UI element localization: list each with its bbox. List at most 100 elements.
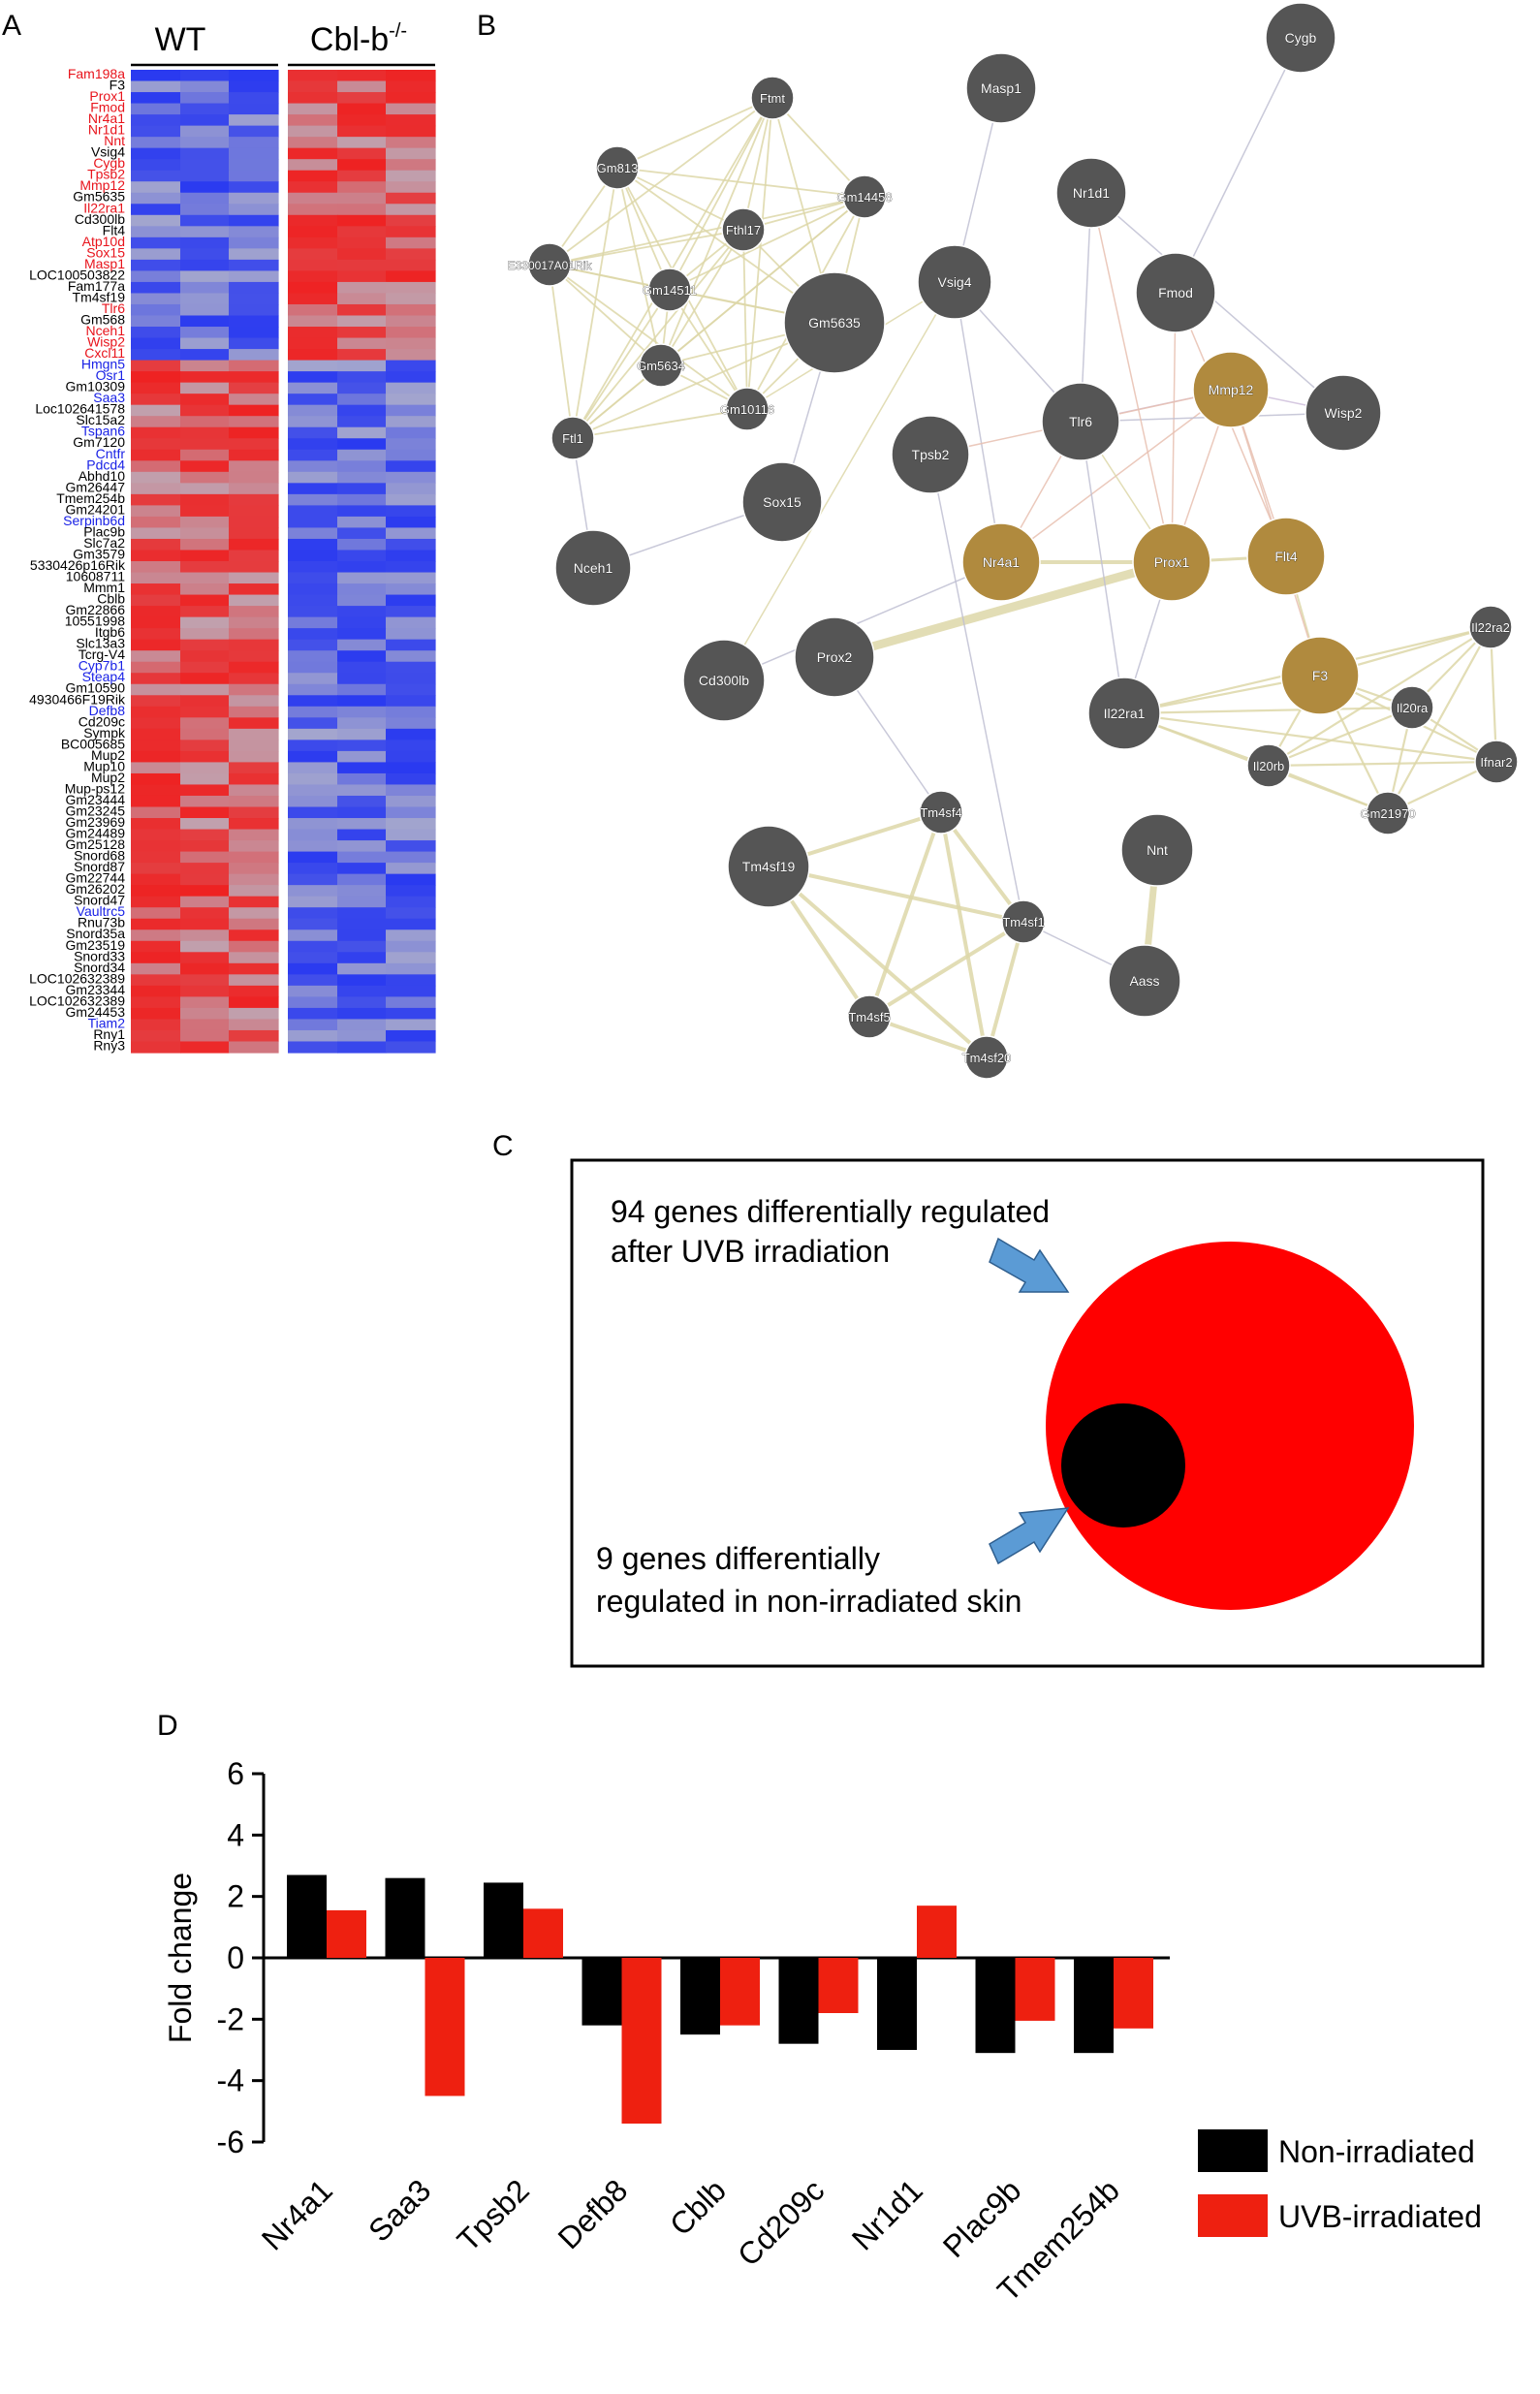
heatmap-cell: [386, 438, 436, 451]
heatmap-cell: [337, 349, 387, 362]
heatmap-cell: [180, 471, 230, 484]
heatmap-cell: [288, 639, 338, 651]
edge-gm813-fthl17: [616, 167, 744, 231]
gene-label-5330426p16rik: 5330426p16Rik: [30, 557, 126, 573]
heatmap-cell: [386, 673, 436, 685]
heatmap-cell: [386, 740, 436, 752]
node-label: Gm21970: [1360, 806, 1415, 821]
heatmap-cell: [180, 606, 230, 618]
gene-label-serpinb6d: Serpinb6d: [63, 513, 125, 528]
node-label: Tlr6: [1069, 414, 1092, 429]
heatmap-cell: [180, 616, 230, 629]
heatmap-cell: [131, 706, 181, 718]
heatmap-cell: [337, 929, 387, 942]
node-circle: [725, 387, 770, 431]
heatmap-cell: [229, 516, 279, 529]
gene-label-gm22744: Gm22744: [66, 870, 126, 886]
heatmap-cell: [337, 907, 387, 920]
heatmap-cell: [337, 806, 387, 819]
node-nnt: Nnt: [1120, 813, 1194, 887]
node-tm4sf4: Tm4sf4: [919, 790, 963, 835]
edge-gm14511-ftl1: [572, 289, 671, 439]
heatmap-cell: [288, 460, 338, 473]
heatmap-cell: [386, 806, 436, 819]
edge-il20rb-ifnar2: [1268, 760, 1497, 768]
gene-label-prox1: Prox1: [89, 88, 125, 104]
heatmap-cell: [337, 438, 387, 451]
bar-tpsb2-uvb-irradiated: [523, 1908, 563, 1958]
edge-tm4sf19-tm4sf20: [767, 865, 989, 1059]
heatmap-cell: [386, 505, 436, 518]
heatmap-cell: [337, 728, 387, 740]
heatmap-cell: [337, 750, 387, 764]
heatmap-cell: [180, 806, 230, 819]
x-tick-label-saa3: Saa3: [361, 2172, 437, 2248]
gene-label-snord68: Snord68: [74, 848, 125, 864]
edge-ftmt-gm14458: [771, 97, 865, 198]
heatmap-cell: [288, 394, 338, 406]
heatmap-cell: [288, 896, 338, 908]
heatmap-cell: [288, 561, 338, 574]
heatmap-cell: [337, 103, 387, 115]
node-fthl17: Fthl17: [721, 207, 766, 252]
heatmap-cell: [337, 996, 387, 1009]
edge-gm14458-e330017a01rik: [549, 196, 865, 266]
heatmap-cell: [131, 538, 181, 551]
heatmap-cell: [229, 293, 279, 305]
edge-ftmt-gm14511: [669, 97, 773, 291]
heatmap-cell: [337, 952, 387, 964]
heatmap-cell: [386, 829, 436, 841]
heatmap-panel: WT Cbl-b-/- 123123 Fam198aF3Prox1FmodNr4…: [29, 20, 436, 1054]
heatmap-cell: [180, 270, 230, 283]
heatmap-cell: [337, 394, 387, 406]
heatmap-cell: [288, 349, 338, 362]
heatmap-cell: [386, 683, 436, 696]
node-circle: [682, 639, 766, 722]
heatmap-cell: [180, 673, 230, 685]
heatmap-cell: [288, 673, 338, 685]
heatmap-cell: [288, 137, 338, 149]
node-label: Tpsb2: [912, 447, 950, 462]
arrow-to-inner-circle-icon: [989, 1507, 1070, 1565]
heatmap-cell: [386, 92, 436, 105]
node-label: Cd300lb: [699, 673, 749, 688]
node-label: Tm4sf1: [1002, 915, 1044, 929]
heatmap-cell: [288, 918, 338, 930]
heatmap-cell: [131, 426, 181, 439]
group-label-cblb-name: Cbl-b: [310, 21, 389, 58]
gene-label-mup2: Mup2: [91, 747, 125, 763]
node-gm14458: Gm14458: [836, 174, 893, 219]
heatmap-cell: [180, 103, 230, 115]
heatmap-cell: [229, 929, 279, 942]
heatmap-cell: [229, 360, 279, 372]
heatmap-cell: [131, 661, 181, 674]
heatmap-cell: [131, 806, 181, 819]
node-ifnar2: Ifnar2: [1474, 740, 1519, 784]
node-cygb: Cygb: [1265, 2, 1336, 74]
heatmap-cell: [288, 661, 338, 674]
heatmap-cell: [131, 650, 181, 663]
edge-gm813-gm14458: [616, 167, 865, 198]
heatmap-cell: [180, 460, 230, 473]
edge-tm4sf4-tm4sf20: [939, 811, 989, 1058]
heatmap-cell: [288, 270, 338, 283]
heatmap-cell: [180, 639, 230, 651]
heatmap-cell: [288, 438, 338, 451]
heatmap-cell: [180, 538, 230, 551]
heatmap-cell: [180, 315, 230, 328]
heatmap-cell: [131, 449, 181, 461]
venn-inner-circle: [1061, 1403, 1185, 1528]
heatmap-cell: [229, 907, 279, 920]
heatmap-cell: [131, 416, 181, 428]
heatmap-cell: [131, 818, 181, 831]
heatmap-cell: [386, 281, 436, 295]
heatmap-cell: [131, 929, 181, 942]
node-circle: [891, 415, 970, 494]
heatmap-cell: [131, 616, 181, 629]
heatmap-cell: [288, 1029, 338, 1043]
edge-fthl17-e330017a01rik: [549, 229, 744, 266]
gene-label-nnt: Nnt: [104, 133, 125, 148]
heatmap-cell: [386, 974, 436, 987]
heatmap-cell: [229, 137, 279, 149]
heatmap-cell: [229, 985, 279, 997]
